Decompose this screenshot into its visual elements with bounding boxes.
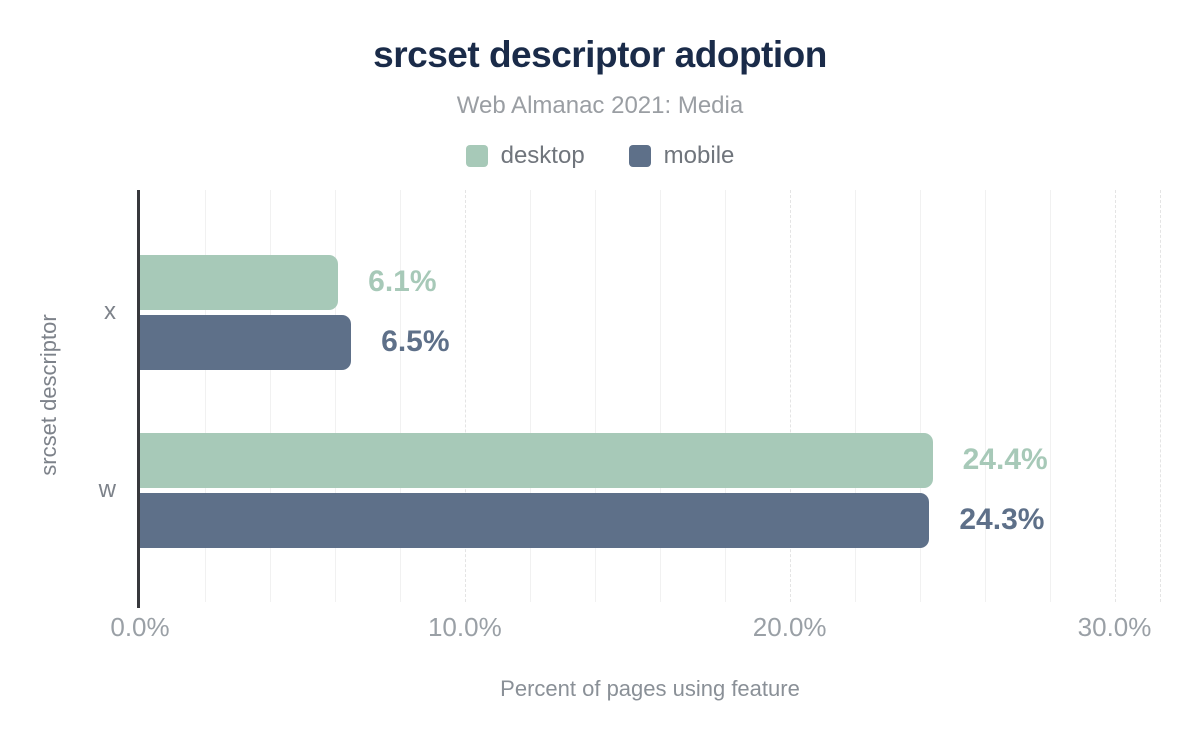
minor-gridline <box>1049 190 1051 602</box>
legend: desktop mobile <box>0 142 1200 170</box>
desktop-bar-x <box>140 254 339 310</box>
x-tick-label: 10.0% <box>427 612 502 642</box>
minor-gridline <box>594 190 596 602</box>
legend-item-desktop: desktop <box>465 142 585 170</box>
minor-gridline <box>269 190 271 602</box>
minor-gridline <box>204 190 206 602</box>
minor-gridline <box>334 190 336 602</box>
legend-label-mobile: mobile <box>663 142 735 169</box>
minor-gridline <box>919 190 921 602</box>
legend-item-mobile: mobile <box>628 142 735 170</box>
y-axis-title: srcset descriptor <box>36 314 61 476</box>
desktop-bar-w <box>140 432 933 488</box>
minor-gridline <box>399 190 401 602</box>
minor-gridline <box>724 190 726 602</box>
chart-title: srcset descriptor adoption <box>373 34 827 75</box>
y-axis-line <box>137 190 140 608</box>
chart-subtitle: Web Almanac 2021: Media <box>456 92 744 119</box>
desktop-value-label-w: 24.4% <box>962 443 1048 476</box>
major-gridline <box>1114 190 1116 602</box>
mobile-value-label-w: 24.3% <box>959 503 1045 536</box>
minor-gridline <box>984 190 986 602</box>
mobile-swatch-icon <box>628 145 651 167</box>
x-axis-title: Percent of pages using feature <box>500 676 800 701</box>
major-gridline <box>789 190 791 602</box>
minor-gridline <box>659 190 661 602</box>
category-label-w: w <box>98 476 116 503</box>
x-tick-label: 30.0% <box>1077 612 1152 642</box>
x-tick-label: 0.0% <box>110 612 170 642</box>
legend-label-desktop: desktop <box>500 142 585 169</box>
category-label-x: x <box>104 298 116 325</box>
major-gridline <box>1160 190 1161 602</box>
minor-gridline <box>529 190 531 602</box>
mobile-bar-w <box>140 492 930 548</box>
plot-area: 6.1% 6.5% 24.4% 24.3% <box>137 190 1161 608</box>
x-tick-label: 20.0% <box>752 612 827 642</box>
major-gridline <box>464 190 466 602</box>
desktop-value-label-x: 6.1% <box>368 265 437 298</box>
minor-gridline <box>854 190 856 602</box>
mobile-bar-x <box>140 314 352 370</box>
mobile-value-label-x: 6.5% <box>381 325 450 358</box>
desktop-swatch-icon <box>465 145 488 167</box>
